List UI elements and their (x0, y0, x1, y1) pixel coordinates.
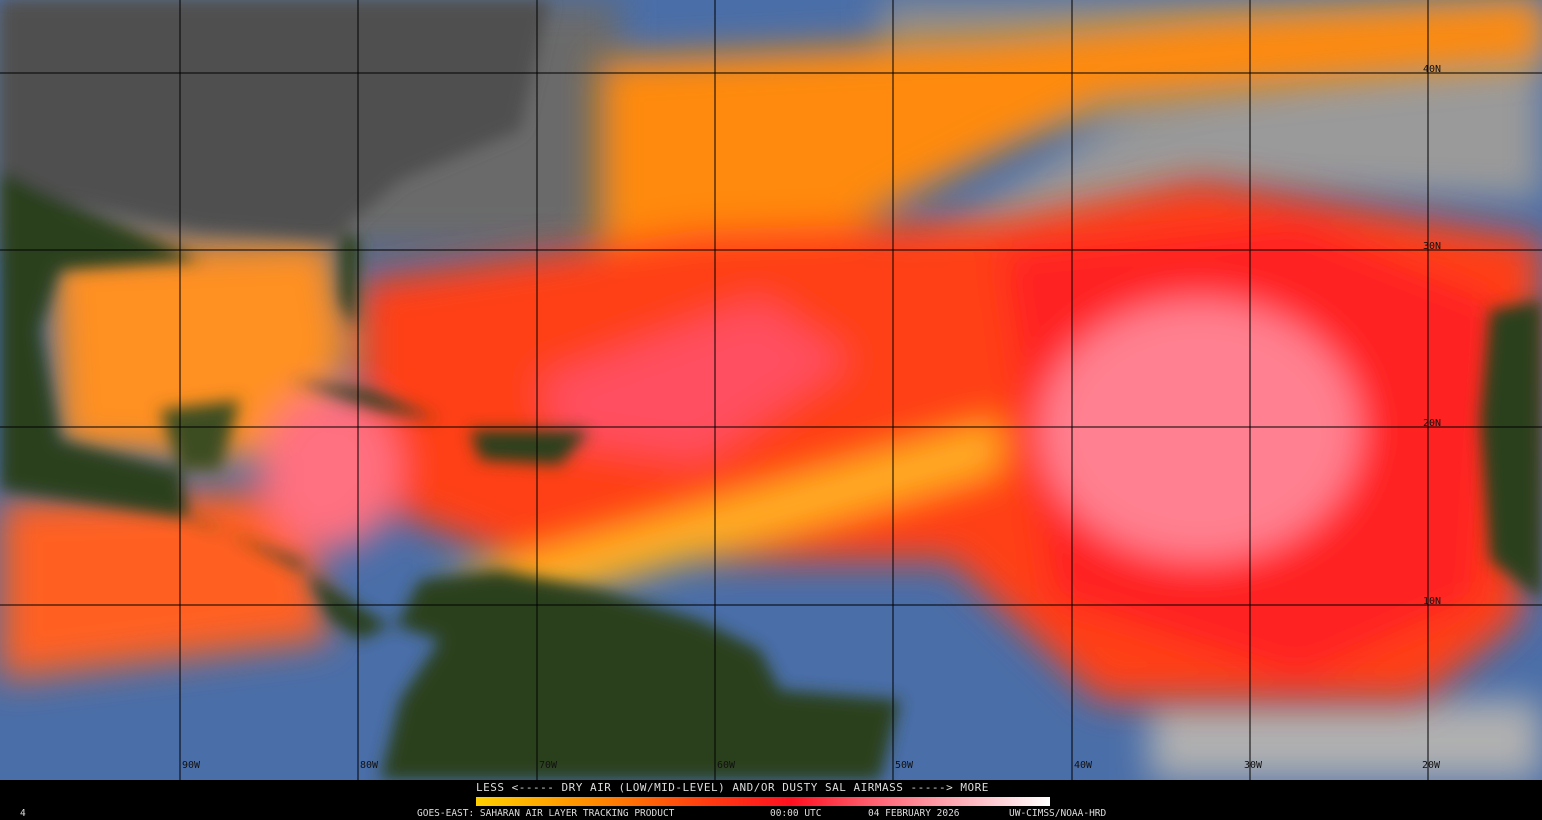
lat-lon-grid (0, 0, 1542, 780)
color-scale-bar (476, 797, 1050, 806)
frame-number: 4 (20, 808, 26, 819)
lon-label-60w: 60W (717, 760, 736, 771)
legend-title: LESS <----- DRY AIR (LOW/MID-LEVEL) AND/… (476, 781, 989, 794)
lon-label-40w: 40W (1074, 760, 1093, 771)
lat-label-40n: 40N (1423, 64, 1441, 75)
satellite-imagery: 40N 30N 20N 10N 90W 80W 70W 60W 50W 40W … (0, 0, 1542, 780)
latitude-labels: 40N 30N 20N 10N (1423, 64, 1441, 607)
footer-bar: 4 GOES-EAST: SAHARAN AIR LAYER TRACKING … (0, 808, 1542, 820)
credit-label: UW-CIMSS/NOAA-HRD (1009, 808, 1107, 819)
dry-air-field (0, 0, 1542, 700)
date-label: 04 FEBRUARY 2026 (868, 808, 960, 819)
lat-label-20n: 20N (1423, 418, 1441, 429)
lon-label-70w: 70W (539, 760, 558, 771)
time-label: 00:00 UTC (770, 808, 822, 819)
lat-label-10n: 10N (1423, 596, 1441, 607)
longitude-labels: 90W 80W 70W 60W 50W 40W 30W 20W (182, 760, 1441, 771)
lon-label-50w: 50W (895, 760, 914, 771)
lon-label-20w: 20W (1422, 760, 1441, 771)
lon-label-30w: 30W (1244, 760, 1263, 771)
product-name: GOES-EAST: SAHARAN AIR LAYER TRACKING PR… (417, 808, 675, 819)
landmasses (0, 0, 1542, 780)
lat-label-30n: 30N (1423, 241, 1441, 252)
lon-label-80w: 80W (360, 760, 379, 771)
lon-label-90w: 90W (182, 760, 201, 771)
